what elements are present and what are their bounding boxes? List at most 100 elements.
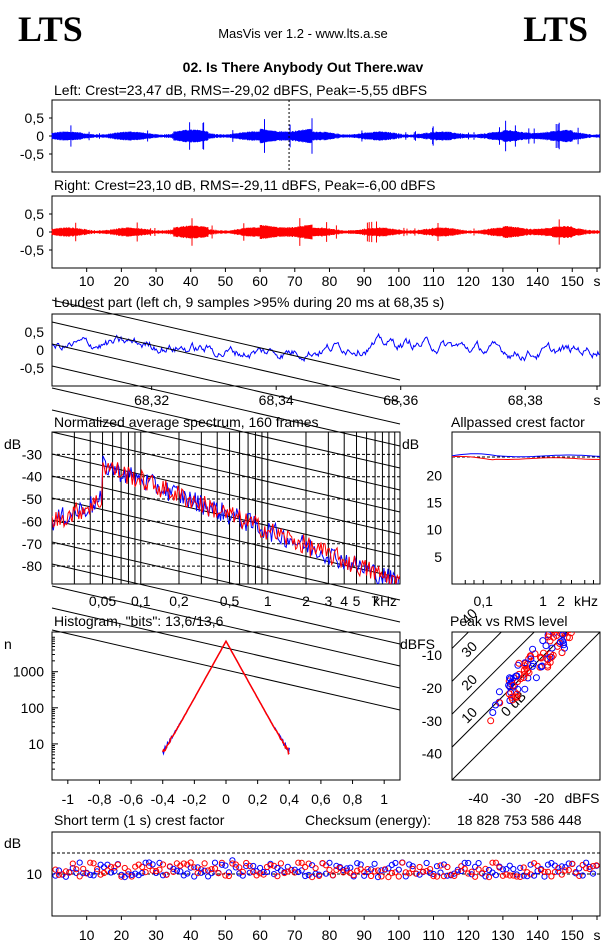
right-title: Right: Crest=23,10 dB, RMS=-29,11 dBFS, … xyxy=(54,177,435,193)
spectrum-diag xyxy=(51,431,401,513)
peakrms-point xyxy=(567,632,573,633)
shortcrest-point xyxy=(368,872,375,880)
shortcrest-point xyxy=(153,868,160,875)
shortcrest-point xyxy=(381,866,389,873)
spectrum-xtick-label: 1 xyxy=(264,593,272,609)
checksum-value: 18 828 753 586 448 xyxy=(457,812,582,828)
shortcrest-point xyxy=(427,866,434,873)
shortcrest-point xyxy=(461,859,468,867)
loudest-xtick-label: 68,34 xyxy=(259,392,294,408)
spectrum-xtick-label: 0,5 xyxy=(220,593,240,609)
shortcrest-point xyxy=(402,873,409,880)
shortcrest-point xyxy=(208,866,215,873)
shortcrest-point xyxy=(510,872,517,879)
peakrms-ytick-label: -30 xyxy=(422,713,442,729)
shortcrest-point xyxy=(205,867,212,874)
shortcrest-point xyxy=(139,869,146,877)
peakrms-point xyxy=(568,620,574,626)
time-axis-label: 150 xyxy=(561,273,585,289)
shortcrest-point xyxy=(295,859,302,866)
shortcrest-point xyxy=(534,862,541,869)
time-axis-label: s xyxy=(594,273,601,289)
shortcrest-point xyxy=(291,869,298,876)
shortcrest-point xyxy=(329,872,336,879)
shortcrest-point xyxy=(520,872,527,879)
spectrum-ytick-label: -70 xyxy=(22,536,42,552)
spectrum-xtick-label: 7 xyxy=(371,593,379,609)
shortcrest-point xyxy=(80,865,87,872)
loudest-waveform xyxy=(51,332,601,363)
peakrms-xtick-label: -30 xyxy=(501,790,521,806)
shortcrest-point xyxy=(236,864,243,871)
allpass-ylabel: dB xyxy=(402,436,419,452)
spectrum-diag xyxy=(51,299,401,381)
shortcrest-point xyxy=(309,862,316,869)
time-axis-label: 50 xyxy=(218,273,234,289)
shortcrest-point xyxy=(142,869,149,876)
histogram-xtick-label: -0,6 xyxy=(119,791,143,807)
shortcrest-xtick-label: 150 xyxy=(561,927,585,943)
spectrum-xtick-label: 0,05 xyxy=(89,593,116,609)
peakrms-ytick-label: -20 xyxy=(422,680,442,696)
shortcrest-point xyxy=(170,865,177,873)
shortcrest-point xyxy=(461,865,468,872)
shortcrest-point xyxy=(69,865,76,872)
shortcrest-point xyxy=(225,872,232,880)
shortcrest-point xyxy=(437,862,444,869)
peakrms-point xyxy=(559,632,565,633)
shortcrest-point xyxy=(503,871,510,878)
shortcrest-point xyxy=(281,869,288,877)
shortcrest-point xyxy=(76,873,83,880)
peakrms-point xyxy=(548,644,556,652)
shortcrest-point xyxy=(440,873,447,880)
shortcrest-point xyxy=(465,859,472,867)
shortcrest-point xyxy=(246,869,253,876)
peakrms-point xyxy=(509,681,517,689)
shortcrest-point xyxy=(298,859,305,866)
shortcrest-point xyxy=(406,861,413,868)
shortcrest-point xyxy=(184,870,191,877)
shortcrest-point xyxy=(187,859,194,866)
shortcrest-point xyxy=(416,863,423,871)
shortcrest-point xyxy=(531,872,538,879)
shortcrest-point xyxy=(361,872,368,879)
peakrms-point xyxy=(539,637,547,645)
peakrms-diag-label: 30 xyxy=(458,638,480,660)
peakrms-point xyxy=(520,666,528,674)
shortcrest-point xyxy=(565,867,572,874)
peakrms-point xyxy=(520,674,528,681)
histogram-xtick-label: 0,8 xyxy=(343,791,363,807)
shortcrest-point xyxy=(309,874,316,881)
shortcrest-point xyxy=(125,868,132,875)
shortcrest-point xyxy=(55,871,63,878)
shortcrest-point xyxy=(180,872,187,879)
time-axis-label: 110 xyxy=(422,273,445,289)
shortcrest-point xyxy=(465,870,472,877)
checksum-label: Checksum (energy): xyxy=(305,812,431,828)
shortcrest-point xyxy=(87,859,94,866)
allpass-ytick-label: 15 xyxy=(426,495,442,511)
shortcrest-point xyxy=(388,861,395,869)
shortcrest-point xyxy=(208,870,215,877)
shortcrest-point xyxy=(146,859,153,866)
spectrum-frame xyxy=(51,431,401,585)
spectrum-xtick-label: kHz xyxy=(373,593,397,609)
shortcrest-point xyxy=(201,867,208,874)
right-ytick-label: 0 xyxy=(36,224,44,240)
shortcrest-point xyxy=(177,868,184,875)
loudest-ytick-label: 0 xyxy=(36,342,44,358)
shortcrest-point xyxy=(354,860,361,867)
shortcrest-point xyxy=(406,870,413,877)
spectrum-diag xyxy=(51,585,401,667)
peakrms-point xyxy=(506,675,514,683)
peakrms-diag-label: 20 xyxy=(458,671,480,693)
shortcrest-point xyxy=(90,860,97,867)
shortcrest-point xyxy=(378,867,385,874)
shortcrest-point xyxy=(593,862,600,869)
shortcrest-point xyxy=(378,873,385,880)
shortcrest-point xyxy=(312,865,319,872)
shortcrest-point xyxy=(423,859,430,867)
shortcrest-point xyxy=(156,859,163,867)
shortcrest-point xyxy=(558,863,565,870)
shortcrest-point xyxy=(159,861,167,868)
